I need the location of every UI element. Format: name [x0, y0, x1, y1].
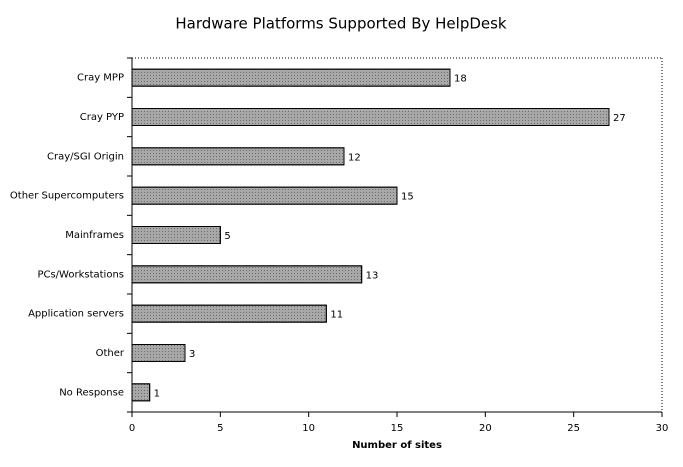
x-tick-label: 15	[391, 423, 404, 434]
x-tick-label: 30	[656, 423, 669, 434]
x-tick-label: 20	[479, 423, 492, 434]
y-tick-label: Other Supercomputers	[10, 191, 124, 202]
bar-hatch	[131, 265, 363, 284]
data-label: 27	[613, 113, 626, 124]
bar-hatch	[131, 304, 327, 323]
data-label: 18	[454, 74, 467, 85]
data-label: 15	[401, 192, 414, 203]
bar-hatch	[131, 68, 451, 87]
x-tick-label: 0	[129, 423, 135, 434]
x-tick-label: 10	[302, 423, 315, 434]
bar-hatch	[131, 383, 151, 402]
chart-title: Hardware Platforms Supported By HelpDesk	[175, 15, 507, 33]
data-label: 12	[348, 152, 361, 163]
y-tick-label: No Response	[59, 387, 124, 398]
bar-hatch	[131, 108, 610, 126]
x-tick-label: 5	[217, 423, 223, 434]
y-tick-label: PCs/Workstations	[37, 269, 124, 280]
y-tick-label: Cray PYP	[80, 112, 124, 123]
data-label: 13	[366, 270, 379, 281]
data-label: 1	[154, 388, 160, 399]
y-tick-label: Cray MPP	[77, 73, 124, 84]
bar-hatch	[131, 344, 186, 362]
data-label: 5	[224, 231, 230, 242]
y-tick-label: Application servers	[28, 309, 124, 320]
bar-hatch	[131, 147, 345, 166]
x-axis-label: Number of sites	[352, 440, 442, 451]
bar-hatch	[131, 226, 221, 244]
y-tick-label: Mainframes	[65, 230, 124, 241]
bar-hatch	[131, 186, 398, 205]
x-tick-label: 25	[567, 423, 580, 434]
y-tick-label: Cray/SGI Origin	[47, 151, 124, 162]
data-label: 3	[189, 349, 195, 360]
y-tick-label: Other	[96, 348, 125, 359]
data-label: 11	[330, 310, 343, 321]
